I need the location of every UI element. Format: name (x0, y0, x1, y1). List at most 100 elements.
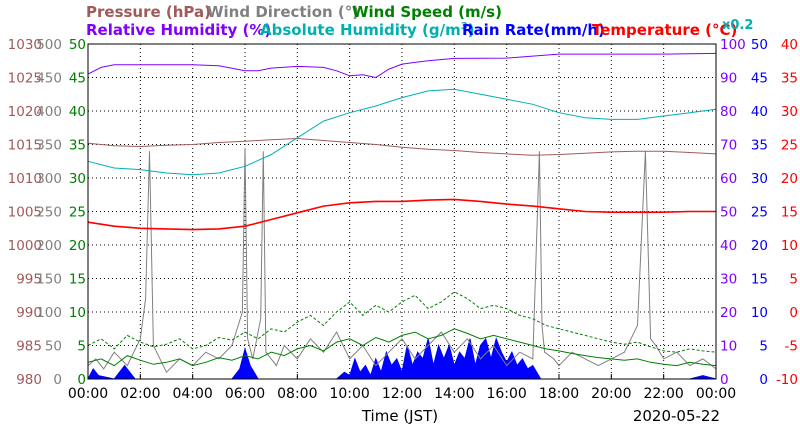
series-lines (87, 52, 717, 380)
y-tick-rain-rate: 30 (751, 171, 768, 187)
y-tick-wind-dir: 300 (36, 171, 62, 187)
y-tick-pressure: 985 (16, 339, 42, 355)
x-tick-label: 22:00 (643, 386, 683, 402)
y-tick-rel-hum: 50 (720, 205, 737, 221)
y-tick-wind-speed: 25 (69, 205, 86, 221)
x-tick-label: 00:00 (696, 386, 736, 402)
series-wind-speed (87, 328, 717, 367)
y-tick-temperature: 40 (781, 37, 798, 53)
y-tick-pressure: 980 (16, 372, 42, 388)
y-tick-wind-dir: 150 (36, 272, 62, 288)
x-tick-label: 04:00 (172, 386, 212, 402)
y-tick-wind-speed: 30 (69, 171, 86, 187)
y-tick-temperature: 25 (781, 138, 798, 154)
y-tick-wind-dir: 250 (36, 205, 62, 221)
x-axis-label: Time (JST) (361, 407, 438, 425)
x-axis: 00:00 02:00 04:00 06:00 08:00 10:00 12:00 14:00… (68, 374, 736, 402)
date-label: 2020-05-22 (633, 407, 720, 425)
series-pressure (87, 137, 717, 156)
y-tick-wind-dir: 500 (36, 37, 62, 53)
y-tick-rain-rate: 5 (759, 339, 768, 355)
y-tick-wind-speed: 10 (69, 305, 86, 321)
y-tick-rel-hum: 40 (720, 238, 737, 254)
x-tick-label: 18:00 (539, 386, 579, 402)
series-absolute-humidity (87, 88, 717, 176)
y-tick-wind-dir: 450 (36, 71, 62, 87)
y-tick-wind-speed: 45 (69, 71, 86, 87)
legend-absolute-humidity-sup: 3 (461, 21, 468, 32)
y-tick-rain-rate: 50 (751, 37, 768, 53)
y-tick-rel-hum: 20 (720, 305, 737, 321)
y-tick-rel-hum: 70 (720, 138, 737, 154)
y-tick-wind-speed: 35 (69, 138, 86, 154)
y-tick-rel-hum: 100 (720, 37, 746, 53)
y-tick-pressure: 1010 (8, 171, 42, 187)
y-tick-pressure: 1025 (8, 71, 42, 87)
y-tick-wind-dir: 350 (36, 138, 62, 154)
legend-absolute-humidity-suffix: ) (468, 21, 475, 39)
y-tick-pressure: 1020 (8, 104, 42, 120)
legend-absolute-humidity: Absolute Humidity (g/m3) (260, 21, 475, 39)
x-tick-label: 16:00 (486, 386, 526, 402)
series-wind-gust (87, 291, 717, 353)
y-tick-rain-rate: 0 (759, 372, 768, 388)
y-tick-wind-speed: 40 (69, 104, 86, 120)
y-tick-temperature: 0 (789, 305, 798, 321)
plot-frame (87, 43, 717, 380)
y-tick-pressure: 1005 (8, 205, 42, 221)
y-tick-pressure: 1000 (8, 238, 42, 254)
x-tick-label: 02:00 (120, 386, 160, 402)
y-tick-rel-hum: 0 (720, 372, 729, 388)
x-tick-label: 06:00 (225, 386, 265, 402)
y-tick-temperature: -10 (776, 372, 798, 388)
y-tick-wind-dir: 400 (36, 104, 62, 120)
y-tick-wind-speed: 20 (69, 238, 86, 254)
y-tick-wind-dir: 50 (45, 339, 62, 355)
legend-multiplier: x0.2 (722, 18, 753, 33)
x-tick-label: 08:00 (277, 386, 317, 402)
y-tick-wind-dir: 0 (53, 372, 62, 388)
x-tick-label: 20:00 (591, 386, 631, 402)
y-tick-wind-dir: 200 (36, 238, 62, 254)
legend-pressure: Pressure (hPa) (86, 3, 211, 21)
y-tick-rel-hum: 80 (720, 104, 737, 120)
y-tick-rel-hum: 90 (720, 71, 737, 87)
legend-relative-humidity: Relative Humidity (%) (86, 21, 271, 39)
y-tick-rain-rate: 25 (751, 205, 768, 221)
y-tick-wind-speed: 15 (69, 272, 86, 288)
y-tick-pressure: 990 (16, 305, 42, 321)
legend-temperature: Temperature (°C) (592, 21, 737, 39)
y-tick-temperature: 15 (781, 205, 798, 221)
y-tick-rain-rate: 10 (751, 305, 768, 321)
y-tick-rain-rate: 45 (751, 71, 768, 87)
y-tick-rel-hum: 60 (720, 171, 737, 187)
y-tick-wind-speed: 0 (77, 372, 86, 388)
x-tick-label: 12:00 (382, 386, 422, 402)
y-tick-rel-hum: 10 (720, 339, 737, 355)
legend-rain-rate: Rain Rate(mm/h) (462, 21, 605, 39)
x-tick-label: 10:00 (329, 386, 369, 402)
y-tick-rel-hum: 30 (720, 272, 737, 288)
y-tick-wind-speed: 5 (77, 339, 86, 355)
x-tick-label: 14:00 (434, 386, 474, 402)
y-tick-wind-speed: 50 (69, 37, 86, 53)
y-tick-wind-dir: 100 (36, 305, 62, 321)
legend-absolute-humidity-prefix: Absolute Humidity (g/m (260, 21, 461, 39)
y-tick-temperature: 20 (781, 171, 798, 187)
y-tick-temperature: 5 (789, 272, 798, 288)
y-tick-rain-rate: 40 (751, 104, 768, 120)
y-tick-temperature: 10 (781, 238, 798, 254)
series-rain-rate (87, 337, 717, 380)
y-tick-pressure: 1030 (8, 37, 42, 53)
y-tick-rain-rate: 35 (751, 138, 768, 154)
x-tick-label: 00:00 (68, 386, 108, 402)
series-relative-humidity (87, 52, 717, 79)
y-tick-rain-rate: 15 (751, 272, 768, 288)
y-tick-pressure: 995 (16, 272, 42, 288)
y-tick-temperature: -5 (785, 339, 798, 355)
y-tick-rain-rate: 20 (751, 238, 768, 254)
y-axes: 9809859909951000100510101015102010251030… (8, 37, 798, 388)
series-temperature (87, 198, 716, 231)
legend-wind-direction: Wind Direction (°) (207, 3, 359, 21)
